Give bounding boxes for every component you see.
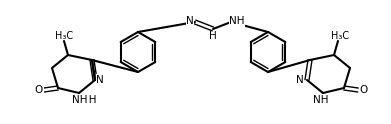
Text: NH: NH	[313, 95, 329, 105]
Text: N: N	[186, 16, 194, 26]
Text: O: O	[360, 85, 368, 95]
Text: H₃C: H₃C	[55, 31, 73, 41]
Text: N: N	[296, 75, 304, 85]
Text: N: N	[96, 75, 104, 85]
Text: NH: NH	[81, 95, 97, 105]
Text: N: N	[97, 75, 105, 85]
Text: NH: NH	[72, 95, 88, 105]
Text: O: O	[34, 85, 42, 95]
Text: H: H	[209, 31, 217, 41]
Text: H₃C: H₃C	[331, 31, 349, 41]
Text: O: O	[35, 85, 43, 95]
Text: NH: NH	[229, 16, 245, 26]
